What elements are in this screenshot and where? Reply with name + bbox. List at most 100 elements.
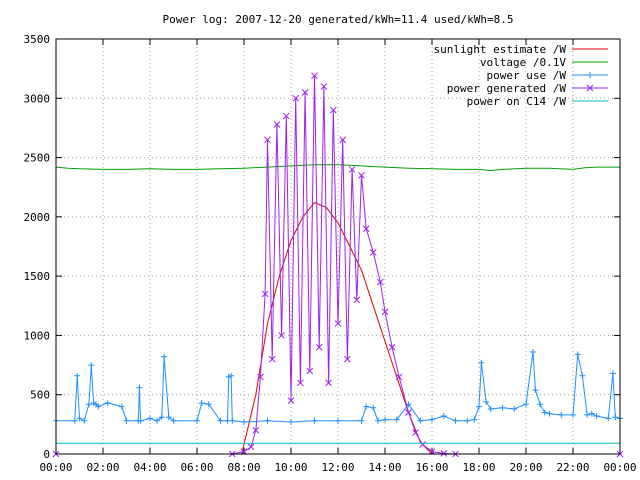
data-point bbox=[85, 401, 92, 408]
x-tick-label: 00:00 bbox=[39, 461, 72, 474]
data-point bbox=[325, 379, 332, 387]
x-tick-label: 04:00 bbox=[133, 461, 166, 474]
data-point bbox=[287, 397, 295, 404]
data-point bbox=[546, 410, 553, 417]
data-point bbox=[264, 417, 271, 424]
data-point bbox=[288, 418, 294, 425]
data-point bbox=[440, 450, 448, 457]
data-point bbox=[339, 136, 347, 144]
data-point bbox=[419, 441, 426, 448]
legend-label: power generated /W bbox=[447, 82, 567, 95]
data-point bbox=[440, 413, 447, 420]
data-point bbox=[471, 416, 478, 423]
data-point bbox=[306, 367, 314, 375]
data-point bbox=[362, 225, 370, 233]
legend-label: power on C14 /W bbox=[467, 95, 567, 108]
data-point bbox=[605, 415, 612, 422]
data-point bbox=[198, 400, 205, 407]
legend-marker bbox=[586, 84, 594, 92]
x-tick-label: 20:00 bbox=[509, 461, 542, 474]
data-point bbox=[74, 372, 81, 379]
data-point bbox=[405, 409, 412, 416]
data-point bbox=[76, 415, 83, 422]
y-tick-label: 3500 bbox=[24, 33, 51, 46]
data-point bbox=[71, 417, 78, 424]
data-point bbox=[170, 417, 177, 424]
data-point bbox=[118, 403, 125, 410]
data-point bbox=[530, 349, 537, 356]
data-point bbox=[273, 121, 281, 128]
data-point bbox=[363, 403, 370, 410]
series-3 bbox=[52, 72, 624, 458]
x-tick-label: 12:00 bbox=[321, 461, 354, 474]
x-tick-label: 18:00 bbox=[462, 461, 495, 474]
data-point bbox=[217, 417, 224, 424]
data-point bbox=[282, 112, 290, 120]
data-point bbox=[452, 417, 459, 424]
data-point bbox=[229, 417, 236, 424]
data-point bbox=[348, 166, 356, 173]
data-point bbox=[511, 405, 518, 412]
data-point bbox=[612, 414, 619, 421]
legend-marker bbox=[587, 72, 593, 78]
data-point bbox=[478, 359, 485, 366]
series-line bbox=[55, 164, 620, 172]
data-point bbox=[278, 332, 285, 339]
y-tick-label: 2500 bbox=[24, 152, 51, 165]
data-point bbox=[257, 373, 264, 381]
data-point bbox=[95, 403, 102, 410]
data-point bbox=[574, 351, 581, 358]
data-point bbox=[158, 414, 165, 421]
data-point bbox=[382, 416, 388, 423]
data-point bbox=[369, 249, 377, 256]
data-point bbox=[417, 417, 424, 424]
x-tick-label: 16:00 bbox=[415, 461, 448, 474]
data-point bbox=[558, 411, 565, 418]
x-tick-label: 00:00 bbox=[603, 461, 636, 474]
data-point bbox=[593, 413, 600, 420]
data-point bbox=[334, 320, 342, 327]
chart-title: Power log: 2007-12-20 generated/kWh=11.4… bbox=[163, 13, 514, 26]
data-point bbox=[136, 384, 143, 391]
data-point bbox=[483, 398, 490, 405]
data-point bbox=[609, 370, 616, 377]
data-point bbox=[104, 400, 111, 407]
x-tick-label: 10:00 bbox=[274, 461, 307, 474]
data-point bbox=[374, 417, 381, 424]
x-tick-label: 14:00 bbox=[368, 461, 401, 474]
data-point bbox=[228, 372, 235, 379]
data-point bbox=[579, 372, 586, 379]
data-point bbox=[344, 355, 351, 363]
legend-label: sunlight estimate /W bbox=[434, 43, 567, 56]
data-point bbox=[393, 416, 400, 423]
data-point bbox=[335, 417, 341, 424]
y-tick-label: 1500 bbox=[24, 270, 51, 283]
data-point bbox=[532, 386, 539, 393]
y-tick-label: 0 bbox=[43, 448, 50, 461]
data-point bbox=[194, 417, 200, 424]
data-point bbox=[247, 443, 255, 451]
data-point bbox=[123, 417, 130, 424]
data-point bbox=[395, 373, 403, 381]
data-point bbox=[268, 355, 276, 363]
data-point bbox=[588, 410, 595, 417]
series-line bbox=[56, 75, 620, 455]
data-point bbox=[315, 343, 323, 351]
data-point bbox=[297, 379, 304, 387]
x-tick-label: 22:00 bbox=[556, 461, 589, 474]
data-point bbox=[499, 404, 506, 411]
data-point bbox=[81, 417, 88, 424]
data-point bbox=[147, 415, 153, 422]
legend-label: power use /W bbox=[487, 69, 567, 82]
data-point bbox=[476, 403, 482, 410]
data-point bbox=[388, 343, 396, 351]
x-tick-label: 08:00 bbox=[227, 461, 260, 474]
data-point bbox=[301, 89, 309, 96]
data-point bbox=[370, 404, 377, 411]
data-point bbox=[320, 83, 328, 90]
data-point bbox=[311, 72, 318, 80]
data-point bbox=[311, 417, 318, 424]
data-point bbox=[241, 418, 247, 425]
data-point bbox=[329, 106, 337, 114]
